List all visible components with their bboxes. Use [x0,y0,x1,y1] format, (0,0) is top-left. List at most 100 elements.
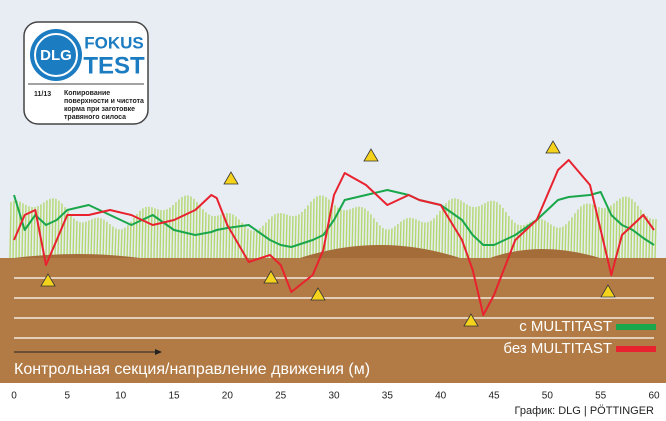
grass-blade [295,216,296,258]
grass-blade [22,203,23,258]
grass-blade [217,216,218,258]
grass-blade [76,221,77,258]
grass-blade [10,202,11,258]
grass-blade [103,220,104,258]
grass-blade [88,221,89,258]
grass-blade [166,209,167,258]
badge-issue: 11/13 [34,91,51,98]
grass-blade [247,229,248,258]
grass-blade [475,207,476,258]
grass-blade [238,219,239,258]
x-tick-label: 40 [435,391,447,402]
grass-blade [490,201,491,258]
grass-blade [298,214,299,258]
chart: Контрольная секция/направление движения … [0,0,666,421]
grass-blade [100,218,101,258]
grass-blade [271,216,272,258]
grass-blade [187,195,188,258]
grass-blade [106,222,107,258]
grass-blade [121,229,122,258]
grass-blade [184,196,185,258]
grass-blade [580,206,581,258]
legend-label: без MULTITAST [503,340,612,357]
grass-blade [118,229,119,258]
grass-blade [136,214,137,258]
badge: DLG FOKUS TEST 11/13 Копирование поверхн… [24,22,148,124]
grass-blade [598,207,599,258]
legend-swatch [616,346,656,352]
source: График: DLG | PÖTTINGER [515,405,655,417]
grass-blade [124,228,125,258]
badge-logo: DLG [40,47,72,64]
grass-blade [616,201,617,258]
grass-blade [463,203,464,258]
grass-blade [163,210,164,258]
grass-blade [622,197,623,258]
grass-blade [223,214,224,258]
x-tick-label: 50 [542,391,554,402]
grass-blade [316,196,317,258]
grass-blade [274,214,275,258]
grass-blade [502,208,503,258]
grass-blade [148,207,149,258]
grass-blade [607,207,608,258]
grass-blade [94,218,95,258]
grass-blade [85,222,86,258]
grass-blade [592,205,593,258]
badge-text: травяного силоса [64,114,126,121]
grass-blade [220,215,221,258]
grass-blade [646,216,647,258]
grass-blade [229,213,230,258]
legend-label: с MULTITAST [519,318,612,335]
grass-blade [283,214,284,258]
grass-blade [652,219,653,258]
badge-label: TEST [83,52,145,79]
legend-swatch [616,324,656,330]
grass-blade [241,223,242,258]
x-tick-label: 30 [328,391,340,402]
grass-blade [208,214,209,258]
grass-blade [613,203,614,258]
x-tick-label: 55 [595,391,607,402]
grass-blade [457,199,458,258]
grass-blade [211,216,212,258]
grass-blade [181,197,182,258]
grass-blade [130,222,131,258]
grass-blade [256,230,257,258]
grass-blade [172,205,173,258]
grass-blade [493,201,494,258]
grass-blade [64,207,65,258]
grass-blade [487,202,488,258]
x-tick-label: 35 [382,391,394,402]
grass-blade [439,211,440,258]
grass-blade [55,199,56,258]
grass-blade [109,224,110,258]
grass-blade [442,207,443,258]
grass-blade [451,199,452,258]
grass-blade [313,199,314,258]
grass-blade [16,201,17,258]
grass-blade [58,201,59,258]
grass-blade [145,207,146,258]
grass-blade [277,213,278,258]
grass-blade [307,205,308,258]
grass-blade [37,206,38,258]
grass-blade [304,209,305,258]
grass-blade [82,222,83,258]
grass-blade [142,208,143,258]
grass-blade [160,210,161,258]
grass-blade [262,226,263,258]
grass-blade [499,205,500,258]
grass-blade [286,215,287,258]
grass-blade [655,219,656,258]
x-axis-label: Контрольная секция/направление движения … [14,361,370,378]
badge-text: поверхности и чистота [64,98,144,105]
grass-blade [31,207,32,258]
grass-blade [583,204,584,258]
grass-blade [79,222,80,258]
grass-blade [505,212,506,258]
grass-blade [49,199,50,258]
grass-blade [637,206,638,258]
grass-blade [67,211,68,258]
badge-text: Копирование [64,90,110,97]
